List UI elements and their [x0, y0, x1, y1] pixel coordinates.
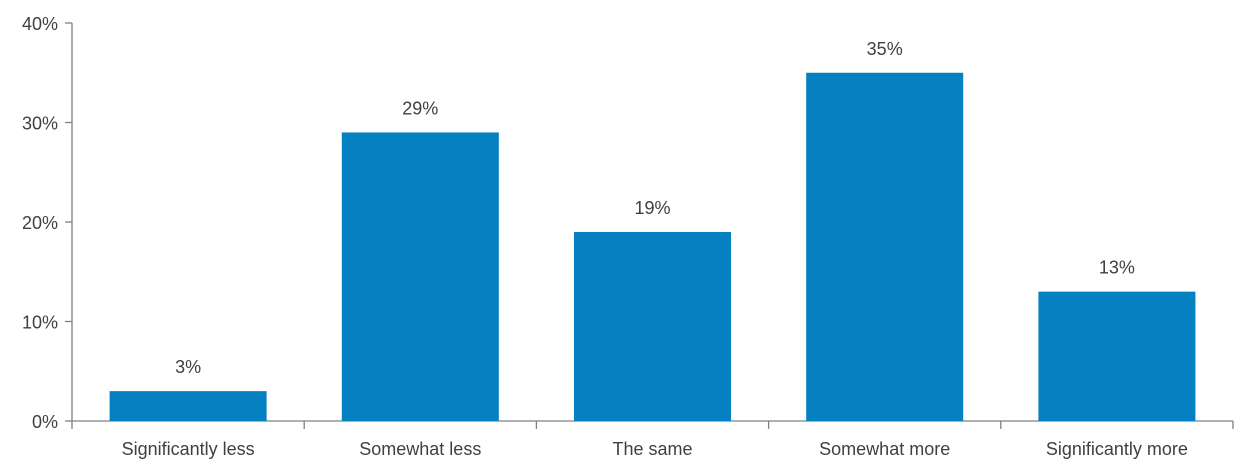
x-category-label: Somewhat more [819, 439, 950, 459]
bar [574, 231, 731, 421]
y-tick-label: 30% [22, 114, 58, 134]
y-tick-label: 0% [32, 412, 58, 432]
y-tick-label: 10% [22, 313, 58, 333]
bar-data-label: 29% [402, 98, 438, 118]
bar-data-label: 19% [634, 198, 670, 218]
bar [109, 391, 267, 421]
bar [1038, 291, 1196, 421]
x-category-label: Somewhat less [359, 439, 481, 459]
y-tick-label: 40% [22, 14, 58, 34]
y-axis: 0% 10% 20% 30% 40% [22, 14, 73, 432]
bar [341, 132, 499, 421]
y-tick-label: 20% [22, 213, 58, 233]
bar [806, 72, 964, 421]
x-axis: Significantly less Somewhat less The same S… [71, 420, 1234, 459]
bar-data-label: 3% [175, 357, 201, 377]
bar-data-label: 35% [867, 39, 903, 59]
x-category-label: The same [612, 439, 692, 459]
bar-data-label: 13% [1099, 258, 1135, 278]
bars [109, 72, 1196, 421]
x-category-label: Significantly less [122, 439, 255, 459]
x-category-label: Significantly more [1046, 439, 1188, 459]
data-labels: 3% 29% 19% 35% 13% [175, 39, 1135, 377]
